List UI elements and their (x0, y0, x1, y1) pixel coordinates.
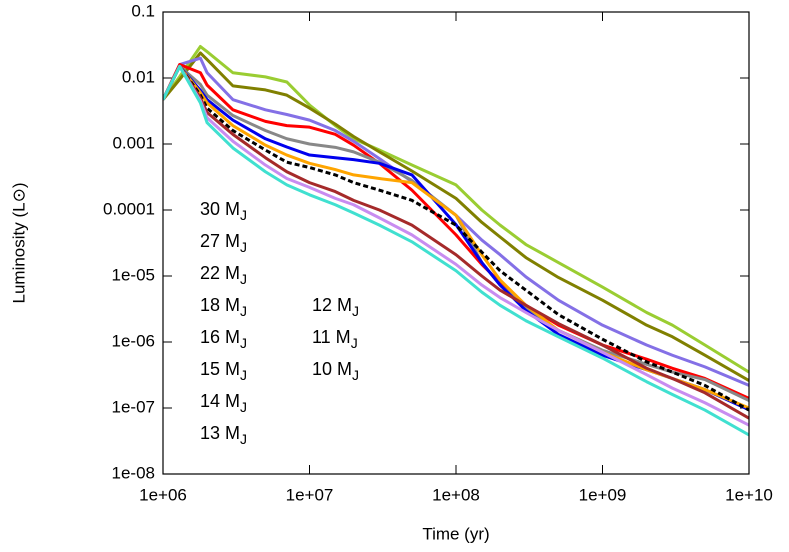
legend-entry: 14 MJ (200, 391, 247, 415)
legend-entry: 30 MJ (200, 199, 247, 223)
y-tick-label: 0.001 (112, 133, 155, 152)
series-line (163, 51, 749, 382)
plot-frame (162, 11, 750, 475)
series-line (163, 64, 749, 412)
series-line (163, 64, 749, 420)
x-tick-label: 1e+10 (725, 485, 773, 504)
series-line (163, 45, 749, 374)
series-line (163, 64, 749, 410)
y-tick-label: 0.01 (122, 67, 155, 86)
legend-entry: 15 MJ (200, 359, 247, 383)
y-tick-label: 0.0001 (103, 199, 155, 218)
legend-entry: 18 MJ (200, 295, 247, 319)
legend-entry: 12 MJ (312, 295, 359, 319)
legend-entry: 22 MJ (200, 263, 247, 287)
legend-entry: 13 MJ (200, 423, 247, 447)
x-tick-label: 1e+08 (432, 485, 480, 504)
y-tick-label: 1e-05 (112, 265, 155, 284)
y-tick-label: 1e-07 (112, 397, 155, 416)
legend-entry: 11 MJ (312, 327, 358, 351)
legend-entry: 10 MJ (312, 359, 359, 383)
y-axis-label: Luminosity (L⊙) (9, 182, 28, 303)
y-tick-label: 0.1 (131, 1, 155, 20)
x-tick-label: 1e+06 (139, 485, 187, 504)
y-tick-label: 1e-06 (112, 331, 155, 350)
series-line (163, 64, 749, 412)
series-line (163, 64, 749, 427)
x-tick-label: 1e+07 (286, 485, 334, 504)
series-line (163, 64, 749, 437)
y-tick-label: 1e-08 (112, 463, 155, 482)
x-axis-label: Time (yr) (422, 524, 489, 543)
series-line (163, 56, 749, 387)
x-tick-label: 1e+09 (579, 485, 627, 504)
legend-entry: 27 MJ (200, 231, 247, 255)
legend-entry: 16 MJ (200, 327, 247, 351)
series-line (163, 63, 749, 400)
